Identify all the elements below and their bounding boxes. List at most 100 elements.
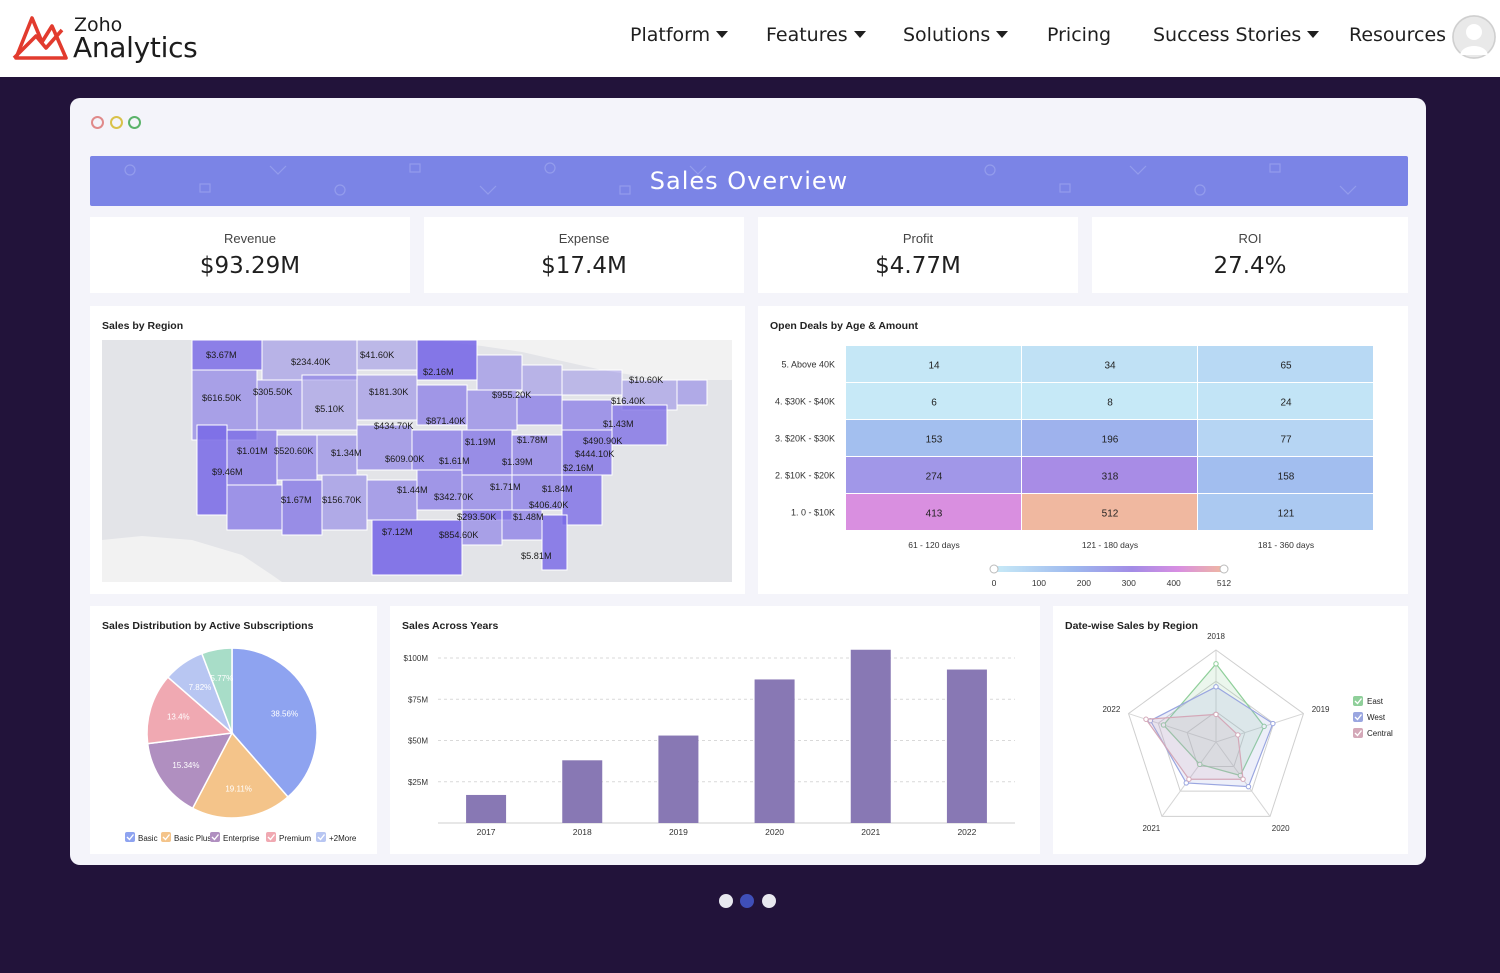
- carousel-dot-3[interactable]: [762, 894, 776, 908]
- heatmap-cell[interactable]: [1022, 346, 1197, 382]
- map-state-region[interactable]: [676, 379, 708, 406]
- legend-checkbox[interactable]: [316, 832, 326, 842]
- heatmap-cell[interactable]: [1198, 420, 1373, 456]
- nav-features[interactable]: Features: [766, 24, 866, 46]
- map-state-region[interactable]: [366, 479, 418, 521]
- legend-checkbox[interactable]: [1353, 728, 1363, 738]
- heatmap-cell[interactable]: [1022, 383, 1197, 419]
- map-state-region[interactable]: [356, 424, 413, 471]
- pie-slice[interactable]: [200, 647, 233, 734]
- subscriptions-pie-chart[interactable]: 38.56% 19.11% 15.34% 13.4% 7.82%5.77% Basic Ba…: [90, 606, 377, 854]
- map-state-region[interactable]: [256, 379, 303, 431]
- pie-legend-label[interactable]: Basic Plus: [174, 834, 211, 843]
- carousel-dot-1[interactable]: [719, 894, 733, 908]
- map-state-region[interactable]: [416, 340, 478, 381]
- bar-2022[interactable]: [946, 669, 987, 823]
- radar-point[interactable]: [1143, 716, 1149, 722]
- map-state-region[interactable]: [561, 474, 603, 526]
- map-state-region[interactable]: [476, 354, 523, 391]
- bar-2021[interactable]: [850, 649, 891, 823]
- legend-checkbox[interactable]: [266, 832, 276, 842]
- heatmap-cell[interactable]: [846, 420, 1021, 456]
- heatmap-cell[interactable]: [846, 494, 1021, 530]
- radar-point[interactable]: [1235, 732, 1241, 738]
- radar-point[interactable]: [1213, 711, 1219, 718]
- radar-series-west[interactable]: [1149, 686, 1274, 788]
- legend-checkbox[interactable]: [125, 832, 135, 842]
- radar-point[interactable]: [1245, 783, 1252, 790]
- radar-series-central[interactable]: [1144, 713, 1244, 780]
- map-state-region[interactable]: [416, 384, 468, 426]
- radar-legend-label[interactable]: West: [1367, 713, 1386, 722]
- radar-point[interactable]: [1213, 661, 1219, 667]
- map-state-region[interactable]: [611, 404, 668, 446]
- map-state-region[interactable]: [261, 340, 358, 381]
- radar-point[interactable]: [1261, 723, 1267, 730]
- pie-slice[interactable]: [191, 731, 290, 819]
- map-state-region[interactable]: [191, 340, 263, 371]
- carousel-dot-2[interactable]: [740, 894, 754, 908]
- map-state-region[interactable]: [281, 479, 323, 536]
- map-state-region[interactable]: [276, 434, 318, 481]
- map-state-region[interactable]: [461, 429, 513, 476]
- nav-solutions[interactable]: Solutions: [903, 24, 1009, 46]
- radar-point[interactable]: [1183, 780, 1189, 786]
- date-wise-sales-radar-chart[interactable]: 2018 2019 2020 2021 2022 East West Central: [1053, 606, 1408, 854]
- nav-success-stories[interactable]: Success Stories: [1153, 24, 1320, 46]
- heatmap-cell[interactable]: [1022, 494, 1197, 530]
- map-state-region[interactable]: [356, 374, 418, 421]
- pie-slice[interactable]: [146, 732, 234, 810]
- us-region-map[interactable]: $3.67M $234.40K $41.60K $616.50K $305.50K $18…: [102, 340, 732, 582]
- heatmap-cell[interactable]: [846, 383, 1021, 419]
- heatmap-cell[interactable]: [846, 457, 1021, 493]
- user-avatar[interactable]: [1452, 15, 1496, 59]
- open-deals-heatmap[interactable]: 5. Above 40K 14 34 65 4. $30K - $40K 6 8 24 3. $…: [758, 306, 1408, 594]
- map-state-region[interactable]: [301, 374, 358, 431]
- map-state-region[interactable]: [411, 429, 463, 471]
- map-state-region[interactable]: [511, 434, 563, 476]
- heatmap-cell[interactable]: [1198, 494, 1373, 530]
- map-state-region[interactable]: [321, 474, 368, 531]
- kpi-revenue[interactable]: Revenue $93.29M: [90, 217, 410, 293]
- legend-slider-handle-max[interactable]: [1219, 564, 1229, 574]
- map-state-region[interactable]: [316, 434, 358, 476]
- radar-point[interactable]: [1197, 761, 1203, 768]
- legend-checkbox[interactable]: [161, 832, 171, 842]
- map-state-region[interactable]: [561, 429, 613, 476]
- kpi-roi[interactable]: ROI 27.4%: [1092, 217, 1408, 293]
- pie-legend-label[interactable]: Premium: [279, 834, 311, 843]
- radar-point[interactable]: [1213, 684, 1219, 690]
- legend-checkbox[interactable]: [1353, 712, 1363, 722]
- nav-pricing[interactable]: Pricing: [1047, 24, 1111, 46]
- heatmap-cell[interactable]: [1198, 383, 1373, 419]
- map-state-region[interactable]: [561, 369, 623, 396]
- radar-point[interactable]: [1240, 776, 1246, 782]
- pie-slice[interactable]: [146, 676, 234, 745]
- nav-platform[interactable]: Platform: [630, 24, 729, 46]
- bar-2018[interactable]: [562, 760, 603, 823]
- zoho-analytics-logo[interactable]: Zoho Analytics: [12, 12, 212, 64]
- pie-slice[interactable]: [231, 647, 318, 799]
- map-state-region[interactable]: [416, 469, 463, 511]
- kpi-profit[interactable]: Profit $4.77M: [758, 217, 1078, 293]
- kpi-expense[interactable]: Expense $17.4M: [424, 217, 744, 293]
- legend-checkbox[interactable]: [210, 832, 220, 842]
- map-state-region[interactable]: [356, 340, 418, 371]
- radar-point[interactable]: [1160, 722, 1167, 728]
- heatmap-cell[interactable]: [1022, 457, 1197, 493]
- heatmap-cell[interactable]: [1022, 420, 1197, 456]
- legend-checkbox[interactable]: [1353, 696, 1363, 706]
- map-state-region[interactable]: [541, 514, 568, 571]
- heatmap-cell[interactable]: [1198, 346, 1373, 382]
- bar-2019[interactable]: [658, 735, 699, 823]
- bar-2017[interactable]: [466, 794, 507, 823]
- pie-legend-label[interactable]: Enterprise: [223, 834, 260, 843]
- nav-resources[interactable]: Resources: [1349, 24, 1446, 46]
- radar-point[interactable]: [1270, 720, 1276, 727]
- pie-legend-label[interactable]: +2More: [329, 834, 357, 843]
- bar-2020[interactable]: [754, 679, 795, 823]
- map-state-region[interactable]: [226, 484, 283, 531]
- pie-legend-label[interactable]: Basic: [138, 834, 158, 843]
- heatmap-cell[interactable]: [846, 346, 1021, 382]
- legend-slider-handle-min[interactable]: [989, 564, 999, 574]
